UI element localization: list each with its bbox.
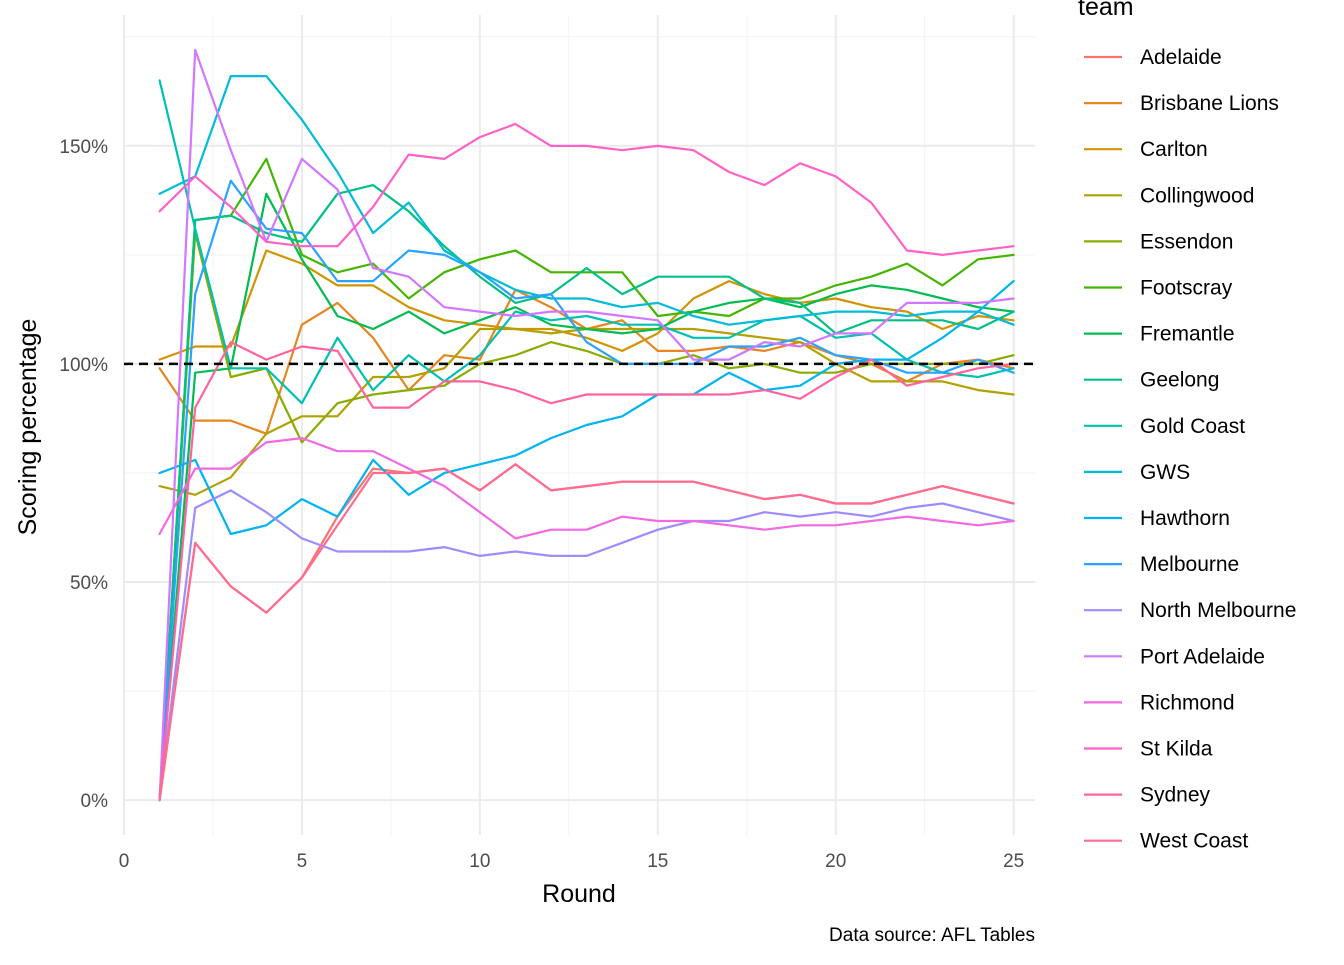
legend-label: Geelong [1140,369,1219,392]
series-line-gold-coast [158,79,1015,405]
series-line-adelaide [158,463,1015,802]
y-tick-label: 0% [81,791,109,812]
legend-label: GWS [1140,461,1190,484]
legend-label: North Melbourne [1140,599,1296,622]
legend-label: Adelaide [1140,46,1222,69]
x-tick-label: 5 [297,851,308,872]
x-axis-title: Round [542,880,616,908]
series-line-port-adelaide [158,48,1015,802]
y-tick-label: 150% [59,137,108,158]
series-line-geelong [158,184,1015,802]
x-tick-label: 25 [1003,851,1024,872]
legend-label: Richmond [1140,691,1235,714]
series-line-footscray [158,157,1015,802]
legend-label: Essendon [1140,230,1233,253]
series-line-fremantle [158,192,1015,802]
axis-layer: 0 5 10 15 20 25 0% 50% 100% 150% [59,137,1024,872]
legend-label: Melbourne [1140,553,1239,576]
x-tick-label: 15 [647,851,668,872]
series-line-sydney [158,341,1015,802]
legend-label: St Kilda [1140,738,1213,761]
legend-label: Gold Coast [1140,415,1245,438]
legend-label: Hawthorn [1140,507,1230,530]
grid-layer [123,15,1035,835]
legend-label: Footscray [1140,277,1233,300]
series-line-st-kilda [158,122,1015,256]
y-tick-label: 100% [59,355,108,376]
series-line-gws [158,74,1015,326]
series-line-melbourne [158,179,1015,802]
x-tick-label: 10 [469,851,490,872]
legend-label: Brisbane Lions [1140,92,1279,115]
legend: Adelaide Brisbane Lions Carlton Collingwood… [1084,46,1296,853]
series-line-north-melbourne [158,489,1015,802]
legend-label: Fremantle [1140,323,1235,346]
caption: Data source: AFL Tables [829,925,1035,946]
series-line-west-coast [158,463,1015,802]
series-line-hawthorn [158,280,1015,536]
x-tick-label: 20 [825,851,846,872]
x-tick-label: 0 [119,851,130,872]
y-axis-title: Scoring percentage [14,319,42,536]
series-layer [158,48,1015,802]
legend-label: West Coast [1140,830,1248,853]
legend-title: team [1078,0,1134,21]
series-line-essendon [158,232,1015,802]
legend-label: Carlton [1140,138,1208,161]
legend-label: Port Adelaide [1140,645,1265,668]
series-line-carlton [158,249,1015,361]
series-line-richmond [158,437,1015,540]
legend-label: Collingwood [1140,184,1254,207]
y-tick-label: 50% [70,573,108,594]
legend-label: Sydney [1140,784,1211,807]
